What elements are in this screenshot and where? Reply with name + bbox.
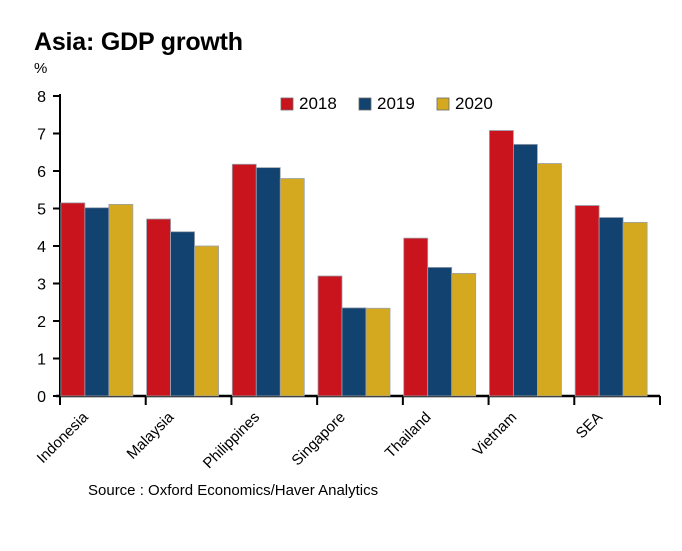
legend-swatch xyxy=(436,97,450,111)
y-axis-tick-label: 4 xyxy=(37,239,46,256)
y-axis-tick-label: 6 xyxy=(37,164,46,181)
bar xyxy=(317,275,343,397)
legend-label: 2019 xyxy=(377,94,415,113)
bar xyxy=(279,178,305,397)
y-axis-tick-label: 7 xyxy=(37,127,46,144)
x-axis-category-labels: Indonesia Malaysia Philippines Singapore Tha… xyxy=(34,408,606,472)
x-axis-category-label: Vietnam xyxy=(470,409,521,460)
bar xyxy=(574,205,600,397)
y-axis-tick-label: 1 xyxy=(37,352,46,369)
y-axis-tick-label: 8 xyxy=(37,89,46,106)
x-axis-category-label: Philippines xyxy=(200,409,263,472)
x-axis-category-label: Thailand xyxy=(382,409,435,462)
x-axis-category-label: SEA xyxy=(573,409,606,442)
bar xyxy=(489,130,514,397)
bar xyxy=(84,207,110,397)
legend-label: 2018 xyxy=(299,94,337,113)
chart-legend: 2018 2019 2020 xyxy=(280,94,493,113)
x-axis-category-label: Singapore xyxy=(288,409,348,469)
bar xyxy=(622,221,648,397)
bar xyxy=(341,307,367,397)
y-axis-tick-label: 5 xyxy=(37,202,46,219)
x-axis-category-label: Indonesia xyxy=(34,408,92,466)
legend-label: 2020 xyxy=(455,94,493,113)
bar xyxy=(427,266,453,397)
y-axis-tick-labels: 0 1 2 3 4 5 6 7 8 xyxy=(37,89,46,406)
bar xyxy=(108,203,134,397)
legend-swatch xyxy=(358,97,372,111)
legend-swatch xyxy=(280,97,294,111)
bar xyxy=(146,218,171,397)
bar xyxy=(170,231,195,397)
bar xyxy=(403,237,429,397)
bar xyxy=(60,202,86,397)
y-axis-tick-label: 3 xyxy=(37,277,46,294)
bar xyxy=(365,307,391,397)
bar xyxy=(513,143,538,397)
source-note: Source : Oxford Economics/Haver Analytic… xyxy=(88,482,379,499)
x-axis-category-label: Malaysia xyxy=(124,408,178,462)
page-title: Asia: GDP growth xyxy=(34,28,243,56)
bar xyxy=(194,245,219,397)
bar-series-group xyxy=(60,130,648,397)
bar xyxy=(451,272,477,397)
bar xyxy=(537,163,562,397)
bar xyxy=(255,167,281,397)
bar xyxy=(598,217,624,397)
y-axis-tick-label: 2 xyxy=(37,314,46,331)
y-axis-unit-label: % xyxy=(34,60,48,77)
bar xyxy=(231,163,257,397)
y-axis-tick-label: 0 xyxy=(37,389,46,406)
